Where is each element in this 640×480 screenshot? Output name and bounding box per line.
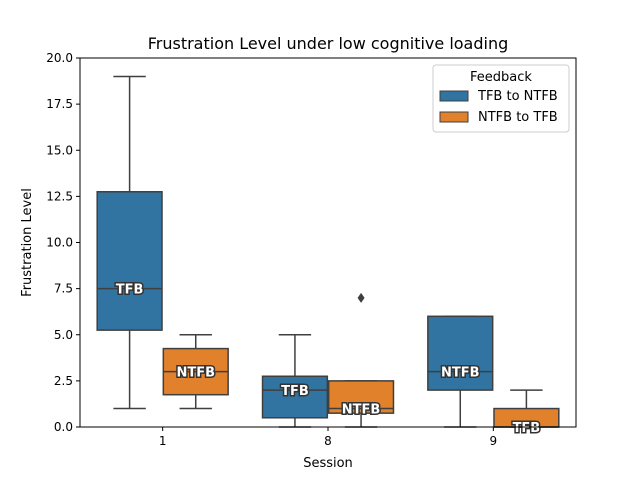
x-tick-label: 8: [324, 434, 332, 448]
y-tick-label: 20.0: [46, 51, 73, 65]
x-tick-label: 9: [490, 434, 498, 448]
legend-entry: TFB to NTFB: [477, 89, 558, 104]
y-tick-label: 17.5: [46, 97, 73, 111]
y-tick-label: 2.5: [54, 374, 73, 388]
y-axis: 0.0 2.5 5.0 7.5 10.0 12.5 15.0 17.5 20.0: [46, 51, 80, 434]
box: [427, 315, 494, 391]
box-group: NTFB: [162, 334, 229, 410]
y-tick-label: 0.0: [54, 420, 73, 434]
box: [261, 375, 329, 419]
y-tick-label: 12.5: [46, 189, 73, 203]
x-axis-label: Session: [303, 456, 353, 471]
plot-series: TFB TFB NTFB NTFB NTFB TFB: [96, 75, 560, 438]
legend-swatch: [439, 111, 469, 123]
y-tick-label: 10.0: [46, 236, 73, 250]
box: [96, 191, 163, 331]
y-tick-label: 5.0: [54, 328, 73, 342]
median-label: TFB: [281, 384, 309, 399]
legend-title: Feedback: [470, 70, 532, 85]
y-axis-label: Frustration Level: [20, 188, 35, 297]
median-label: NTFB: [441, 366, 480, 381]
outlier-point: [357, 292, 365, 303]
legend-entry: NTFB to TFB: [478, 110, 558, 125]
legend: Feedback TFB to NTFB NTFB to TFB: [432, 64, 570, 133]
box-group: TFB: [493, 389, 560, 438]
y-tick-label: 15.0: [46, 143, 73, 157]
chart-title: Frustration Level under low cognitive lo…: [148, 34, 509, 53]
y-tick-label: 7.5: [54, 282, 73, 296]
box-group: NTFB: [327, 292, 395, 428]
box-group: NTFB: [427, 315, 494, 428]
legend-swatch: [439, 90, 469, 102]
box: [327, 380, 395, 414]
median-label: NTFB: [176, 366, 215, 381]
median-label: NTFB: [342, 403, 381, 418]
box-group: TFB: [96, 75, 163, 410]
x-tick-label: 1: [159, 434, 167, 448]
median-label: TFB: [116, 283, 144, 298]
x-axis: 1 8 9: [159, 427, 497, 448]
median-label: TFB: [513, 421, 541, 436]
box-group: TFB: [261, 334, 329, 428]
